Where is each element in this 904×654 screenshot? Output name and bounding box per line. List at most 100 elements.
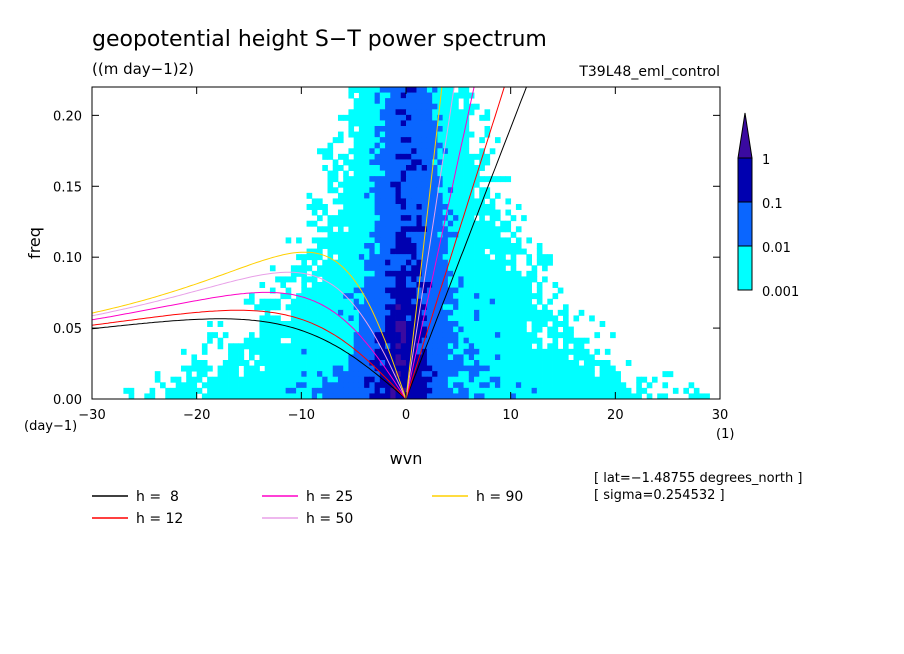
heatmap-cell: [374, 332, 381, 339]
heatmap-cell: [290, 265, 297, 272]
heatmap-cell: [400, 371, 407, 378]
heatmap-cell: [280, 365, 287, 372]
heatmap-cell: [474, 270, 480, 277]
heatmap-cell: [463, 231, 470, 238]
heatmap-cell: [395, 354, 402, 361]
heatmap-cell: [547, 382, 553, 389]
heatmap-cell: [374, 248, 381, 255]
heatmap-cell: [348, 265, 355, 272]
heatmap-cell: [353, 343, 360, 350]
heatmap-cell: [364, 348, 370, 355]
heatmap-cell: [437, 243, 444, 249]
heatmap-cell: [479, 270, 485, 277]
heatmap-cell: [447, 348, 454, 355]
heatmap-cell: [447, 98, 454, 105]
heatmap-cell: [369, 298, 375, 305]
heatmap-cell: [306, 220, 313, 227]
heatmap-cell: [426, 198, 433, 205]
heatmap-cell: [463, 376, 470, 383]
heatmap-cell: [222, 382, 229, 389]
heatmap-cell: [521, 332, 527, 339]
heatmap-cell: [275, 365, 281, 372]
heatmap-cell: [353, 181, 360, 188]
heatmap-cell: [442, 332, 449, 339]
heatmap-cell: [395, 293, 402, 300]
heatmap-cell: [411, 231, 417, 238]
heatmap-cell: [264, 354, 271, 361]
heatmap-cell: [343, 282, 349, 288]
heatmap-cell: [332, 371, 339, 378]
heatmap-cell: [500, 282, 506, 288]
heatmap-cell: [505, 226, 512, 233]
heatmap-cell: [442, 326, 449, 333]
heatmap-cell: [379, 321, 386, 327]
heatmap-cell: [358, 270, 365, 277]
heatmap-cell: [604, 387, 611, 394]
heatmap-cell: [385, 215, 391, 222]
heatmap-cell: [379, 254, 386, 261]
heatmap-cell: [547, 326, 553, 333]
heatmap-cell: [280, 321, 287, 327]
heatmap-cell: [406, 304, 412, 311]
heatmap-cell: [494, 337, 501, 344]
heatmap-cell: [322, 270, 328, 277]
heatmap-cell: [332, 170, 339, 177]
heatmap-cell: [458, 148, 464, 155]
heatmap-cell: [458, 304, 464, 311]
heatmap-cell: [515, 337, 522, 344]
heatmap-cell: [228, 365, 234, 372]
heatmap-cell: [536, 360, 543, 366]
heatmap-cell: [552, 321, 559, 327]
heatmap-cell: [432, 259, 438, 266]
heatmap-cell: [395, 315, 402, 322]
heatmap-cell: [447, 387, 454, 394]
heatmap-cell: [400, 114, 407, 121]
heatmap-cell: [500, 354, 506, 361]
heatmap-cell: [458, 293, 464, 300]
heatmap-cell: [327, 243, 334, 249]
heatmap-cell: [290, 309, 297, 316]
heatmap-cell: [421, 181, 428, 188]
heatmap-cell: [390, 243, 396, 249]
heatmap-cell: [233, 382, 239, 389]
heatmap-cell: [474, 176, 480, 183]
heatmap-cell: [364, 326, 370, 333]
heatmap-cell: [521, 387, 527, 394]
heatmap-cell: [526, 259, 532, 266]
heatmap-cell: [426, 215, 433, 222]
heatmap-cell: [437, 348, 444, 355]
heatmap-cell: [515, 226, 522, 233]
heatmap-cell: [411, 332, 417, 339]
heatmap-cell: [369, 209, 375, 216]
heatmap-cell: [432, 315, 438, 322]
heatmap-cell: [390, 298, 396, 305]
heatmap-cell: [254, 337, 260, 344]
heatmap-cell: [442, 237, 449, 244]
y-tick-label: 0.00: [53, 393, 82, 408]
heatmap-cell: [536, 326, 543, 333]
heatmap-cell: [536, 343, 543, 350]
heatmap-cell: [395, 371, 402, 378]
heatmap-cell: [599, 360, 606, 366]
heatmap-cell: [374, 360, 381, 366]
heatmap-cell: [322, 348, 328, 355]
heatmap-cell: [432, 153, 438, 160]
heatmap-cell: [510, 287, 517, 294]
heatmap-cell: [453, 371, 459, 378]
heatmap-cell: [468, 259, 475, 266]
heatmap-cell: [421, 343, 428, 350]
heatmap-cell: [447, 270, 454, 277]
heatmap-cell: [432, 226, 438, 233]
heatmap-cell: [285, 348, 292, 355]
heatmap-cell: [400, 287, 407, 294]
heatmap-cell: [463, 309, 470, 316]
heatmap-cell: [542, 315, 548, 322]
heatmap-cell: [416, 337, 423, 344]
heatmap-cell: [390, 148, 396, 155]
heatmap-cell: [285, 376, 292, 383]
heatmap-cell: [437, 148, 444, 155]
heatmap-cell: [458, 321, 464, 327]
heatmap-cell: [426, 348, 433, 355]
heatmap-cell: [421, 270, 428, 277]
heatmap-cell: [474, 231, 480, 238]
